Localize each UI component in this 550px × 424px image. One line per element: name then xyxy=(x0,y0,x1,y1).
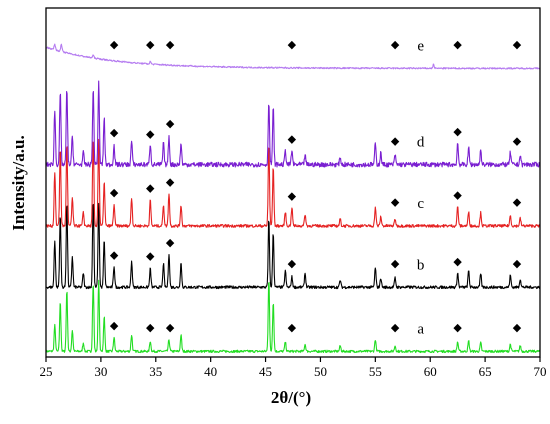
phase-marker-e: ◆ xyxy=(513,38,522,51)
x-tick-label: 30 xyxy=(94,364,107,379)
phase-marker-e: ◆ xyxy=(166,38,175,51)
x-axis-title: 2θ/(°) xyxy=(271,388,311,407)
x-tick-label: 70 xyxy=(534,364,547,379)
phase-marker-c: ◆ xyxy=(453,189,462,202)
phase-marker-a: ◆ xyxy=(110,319,119,332)
series-layer xyxy=(45,43,541,354)
phase-marker-e: ◆ xyxy=(391,38,400,51)
series-line-d xyxy=(45,80,541,168)
phase-marker-d: ◆ xyxy=(391,134,400,147)
x-tick-label: 35 xyxy=(149,364,162,379)
phase-marker-d: ◆ xyxy=(513,134,522,147)
phase-marker-b: ◆ xyxy=(110,248,119,261)
series-label-e: e xyxy=(417,38,424,54)
x-tick-label: 45 xyxy=(259,364,272,379)
series-label-layer: a b c d e xyxy=(417,38,425,337)
phase-marker-layer: ◆ ◆ ◆ ◆ ◆ ◆ ◆ ◆ ◆ ◆ ◆ ◆ ◆ ◆ ◆ ◆ ◆ ◆ ◆ ◆ ◆ ◆ ◆ ◆ ◆ ◆ ◆ ◆ ◆ ◆ ◆ ◆ ◆ ◆ ◆ xyxy=(110,38,522,334)
phase-marker-d: ◆ xyxy=(110,126,119,139)
phase-marker-e: ◆ xyxy=(453,38,462,51)
series-label-a: a xyxy=(417,321,424,337)
series-label-c: c xyxy=(417,196,424,212)
series-line-b xyxy=(45,202,541,290)
phase-marker-b: ◆ xyxy=(453,255,462,268)
phase-marker-e: ◆ xyxy=(146,38,155,51)
x-tick-label: 60 xyxy=(424,364,437,379)
phase-marker-c: ◆ xyxy=(166,176,175,189)
y-axis-title: Intensity/a.u. xyxy=(9,135,28,230)
phase-marker-b: ◆ xyxy=(513,257,522,270)
phase-marker-d: ◆ xyxy=(288,133,297,146)
phase-marker-e: ◆ xyxy=(110,38,119,51)
phase-marker-d: ◆ xyxy=(166,117,175,130)
phase-marker-c: ◆ xyxy=(288,190,297,203)
phase-marker-a: ◆ xyxy=(391,321,400,334)
x-tick-label: 50 xyxy=(314,364,327,379)
phase-marker-b: ◆ xyxy=(288,257,297,270)
phase-marker-a: ◆ xyxy=(513,321,522,334)
series-line-c xyxy=(45,138,541,228)
phase-marker-d: ◆ xyxy=(146,128,155,141)
phase-marker-b: ◆ xyxy=(391,257,400,270)
phase-marker-e: ◆ xyxy=(288,38,297,51)
phase-marker-a: ◆ xyxy=(166,321,175,334)
phase-marker-c: ◆ xyxy=(513,196,522,209)
x-tick-label: 25 xyxy=(40,364,53,379)
phase-marker-b: ◆ xyxy=(146,250,155,263)
phase-marker-a: ◆ xyxy=(453,321,462,334)
phase-marker-c: ◆ xyxy=(110,186,119,199)
series-label-d: d xyxy=(417,135,425,151)
x-tick-label: 40 xyxy=(204,364,217,379)
phase-marker-c: ◆ xyxy=(391,196,400,209)
x-axis-ticks: 25 30 35 40 45 50 55 60 65 70 xyxy=(40,357,547,379)
series-label-b: b xyxy=(417,257,425,273)
phase-marker-a: ◆ xyxy=(288,321,297,334)
series-line-a xyxy=(45,279,541,354)
phase-marker-d: ◆ xyxy=(453,125,462,138)
series-line-e xyxy=(45,43,541,70)
phase-marker-a: ◆ xyxy=(146,321,155,334)
plot-frame xyxy=(45,7,541,358)
x-tick-label: 65 xyxy=(479,364,492,379)
phase-marker-b: ◆ xyxy=(166,236,175,249)
phase-marker-c: ◆ xyxy=(146,182,155,195)
x-tick-label: 55 xyxy=(369,364,382,379)
